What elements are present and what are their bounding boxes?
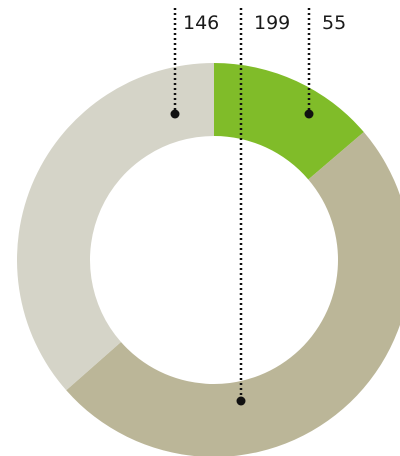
callout-dot-55 [304,109,314,119]
donut-slice-55 [214,63,364,180]
data-label-146: 146 [183,12,219,34]
donut-slice-146 [16,63,214,391]
callout-dot-146 [170,109,180,119]
data-label-199: 199 [254,12,290,34]
data-label-55: 55 [322,12,346,34]
callout-dot-199 [236,396,246,406]
donut-slice-199 [66,132,400,456]
